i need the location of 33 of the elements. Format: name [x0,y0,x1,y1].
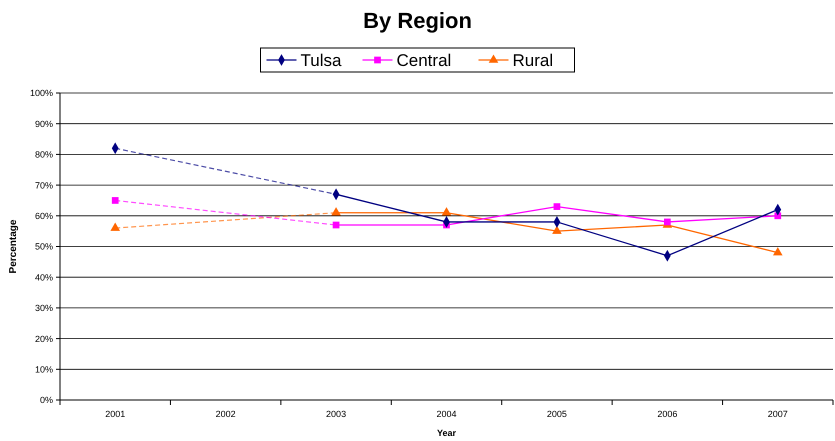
legend-label: Tulsa [300,51,342,70]
x-tick-label: 2001 [105,409,126,419]
y-tick-label: 90% [34,118,53,129]
point [442,207,452,216]
x-tick-label: 2004 [436,409,457,419]
y-tick-label: 40% [34,272,53,282]
y-tick-label: 20% [34,334,53,344]
y-tick-label: 30% [34,303,53,314]
y-tick-label: 100% [30,88,53,98]
y-tick-label: 60% [34,210,53,221]
point [772,247,783,256]
point [664,218,671,226]
x-tick-label: 2005 [546,409,567,419]
point [552,226,562,234]
chart-title: By Region [363,8,472,33]
y-tick-label: 0% [40,395,53,406]
x-tick-label: 2003 [326,409,346,419]
point [554,203,560,210]
x-tick-label: 2002 [216,409,236,419]
point [112,197,119,204]
y-tick-label: 10% [34,364,53,374]
point [332,222,340,228]
y-tick-label: 50% [34,242,53,252]
y-tick-label: 80% [34,150,53,160]
y-tick-label: 70% [34,180,53,190]
point [331,207,341,216]
legend-label: Central [396,51,452,70]
x-axis-title: Year [436,428,456,438]
legend-label: Rural [512,51,554,70]
point [110,222,120,231]
x-tick-label: 2007 [768,409,788,419]
x-tick-label: 2006 [657,409,678,419]
y-axis-title: Percentage [8,219,19,274]
